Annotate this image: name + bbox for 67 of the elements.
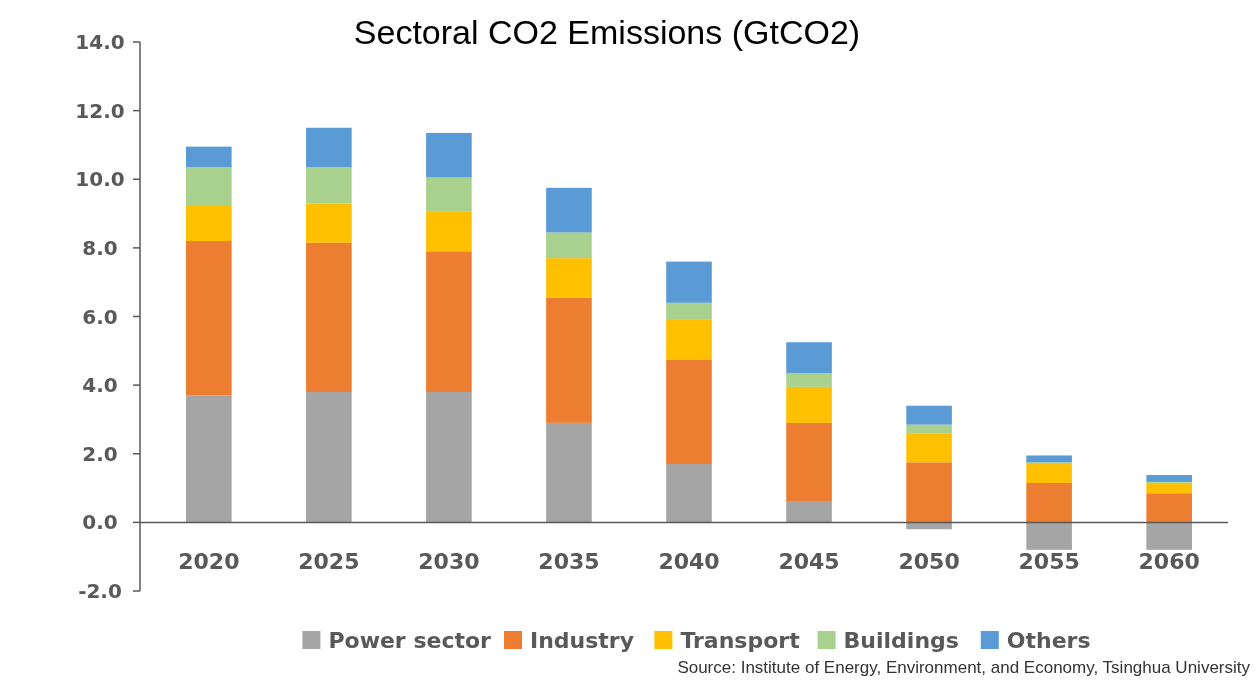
x-tick-label: 2040 bbox=[658, 549, 720, 574]
bar bbox=[426, 177, 472, 212]
bar bbox=[786, 501, 832, 523]
bar bbox=[186, 167, 232, 205]
bar bbox=[1146, 475, 1192, 482]
chart-title: Sectoral CO2 Emissions (GtCO2) bbox=[353, 13, 861, 51]
bar bbox=[1026, 482, 1072, 523]
bar bbox=[786, 373, 832, 387]
bar bbox=[426, 391, 472, 523]
bar bbox=[786, 422, 832, 502]
bar bbox=[666, 319, 712, 360]
bar bbox=[546, 232, 592, 259]
y-tick-label: 4.0 bbox=[82, 373, 118, 398]
bar bbox=[186, 204, 232, 242]
bar bbox=[306, 242, 352, 392]
bar bbox=[1146, 493, 1192, 523]
x-tick-label: 2030 bbox=[418, 549, 480, 574]
x-tick-label: 2060 bbox=[1138, 549, 1200, 574]
source-note: Source: Institute of Energy, Environment, and Economy, Tsinghua University bbox=[677, 658, 1251, 677]
bar bbox=[666, 302, 712, 320]
legend-label: Industry bbox=[530, 627, 635, 653]
bar bbox=[426, 211, 472, 252]
bar bbox=[1146, 482, 1192, 494]
y-tick-label: 10.0 bbox=[75, 167, 125, 192]
x-tick-label: 2025 bbox=[298, 549, 360, 574]
bar bbox=[306, 391, 352, 523]
bar bbox=[906, 462, 952, 523]
bar bbox=[786, 386, 832, 423]
bar bbox=[906, 433, 952, 463]
bar bbox=[1026, 464, 1072, 483]
bar bbox=[906, 405, 952, 425]
bar bbox=[1026, 455, 1072, 463]
y-tick-label: -2.0 bbox=[78, 579, 122, 603]
bar bbox=[306, 127, 352, 168]
y-tick-label: 6.0 bbox=[82, 304, 118, 329]
bar bbox=[1146, 522, 1192, 550]
bar bbox=[306, 203, 352, 243]
bar bbox=[546, 297, 592, 423]
bar bbox=[426, 132, 472, 178]
bar bbox=[306, 167, 352, 204]
bar bbox=[546, 422, 592, 523]
bar bbox=[186, 146, 232, 168]
bar bbox=[426, 251, 472, 392]
x-tick-label: 2050 bbox=[898, 549, 960, 574]
y-tick-label: 2.0 bbox=[82, 441, 118, 466]
x-tick-label: 2055 bbox=[1018, 549, 1080, 574]
bar bbox=[786, 342, 832, 374]
x-tick-label: 2035 bbox=[538, 549, 600, 574]
bar bbox=[186, 241, 232, 396]
legend-label: Buildings bbox=[843, 627, 959, 653]
y-tick-label: 8.0 bbox=[82, 235, 118, 260]
bar bbox=[666, 464, 712, 523]
y-tick-label: 0.0 bbox=[82, 510, 118, 535]
y-tick-label: 14.0 bbox=[75, 30, 125, 54]
bar bbox=[546, 258, 592, 298]
legend-label: Transport bbox=[680, 627, 801, 653]
x-tick-label: 2045 bbox=[778, 549, 840, 574]
bar bbox=[546, 187, 592, 233]
legend-label: Others bbox=[1006, 627, 1091, 653]
legend-label: Power sector bbox=[328, 627, 492, 653]
bar bbox=[906, 424, 952, 434]
bar bbox=[186, 395, 232, 523]
bar bbox=[1026, 522, 1072, 550]
bar bbox=[666, 359, 712, 465]
y-tick-label: 12.0 bbox=[75, 98, 125, 123]
bar bbox=[666, 261, 712, 303]
x-tick-label: 2020 bbox=[178, 549, 240, 574]
